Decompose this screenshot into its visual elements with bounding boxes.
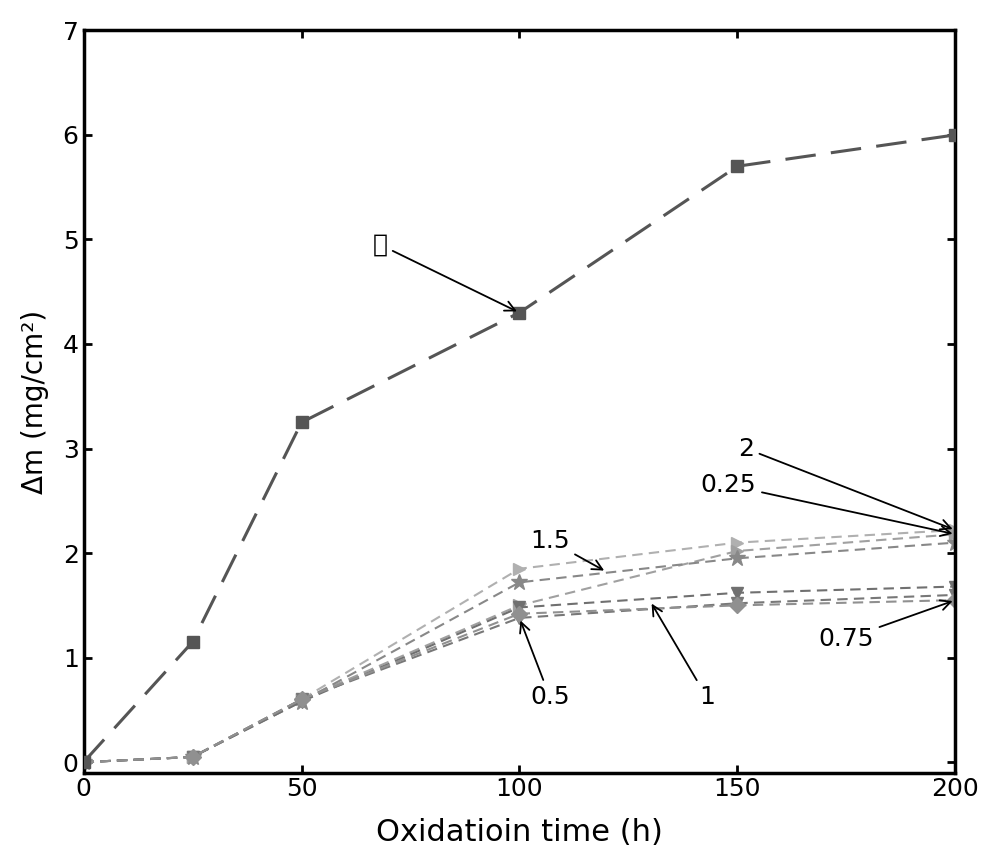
Text: 錢: 錢 [372, 233, 515, 311]
Text: 1: 1 [653, 605, 715, 709]
Text: 0.75: 0.75 [819, 601, 951, 651]
Y-axis label: Δm (mg/cm²): Δm (mg/cm²) [21, 309, 49, 494]
Text: 0.25: 0.25 [701, 473, 951, 536]
Text: 2: 2 [738, 437, 951, 529]
Text: 1.5: 1.5 [530, 529, 602, 569]
Text: 0.5: 0.5 [520, 622, 570, 709]
X-axis label: Oxidatioin time (h): Oxidatioin time (h) [376, 819, 663, 847]
